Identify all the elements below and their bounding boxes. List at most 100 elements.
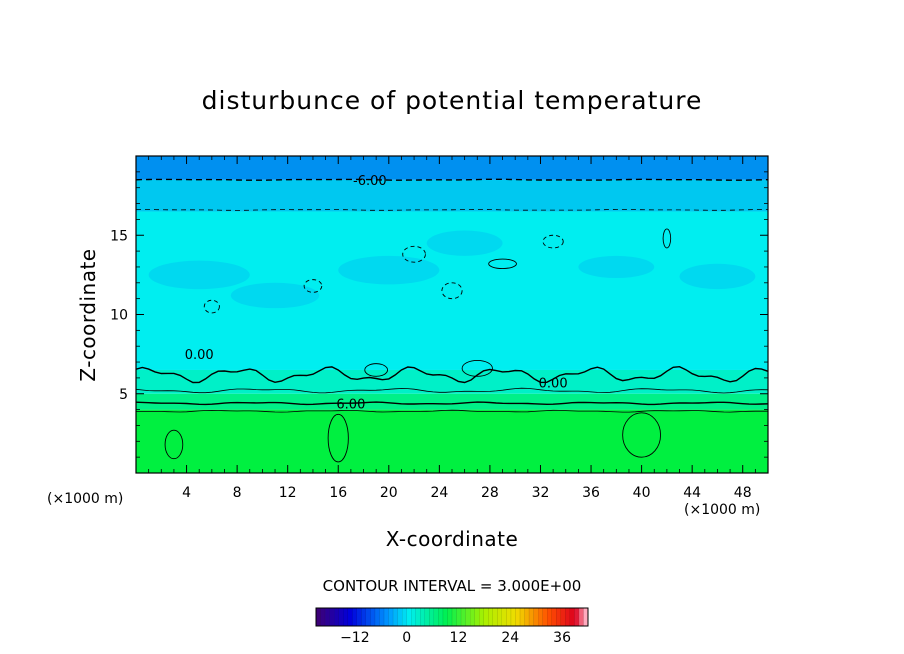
x-tick-label-3: 16: [329, 485, 347, 501]
colorbar-cell: [316, 608, 321, 626]
colorbar-cell: [406, 608, 412, 626]
colorbar-cell: [479, 608, 485, 626]
x-tick-label-4: 20: [380, 485, 398, 501]
colorbar-cell: [347, 608, 353, 626]
colorbar-cell: [533, 608, 539, 626]
colorbar-cell: [506, 608, 512, 626]
cold-patch-1: [230, 282, 320, 309]
contour-band-5: [136, 156, 768, 180]
colorbar-cell: [497, 608, 503, 626]
x-unit-label-left: (×1000 m): [47, 491, 124, 507]
colorbar-cell: [488, 608, 494, 626]
colorbar: −12 0 12 24 36: [315, 607, 589, 646]
colorbar-cell: [388, 608, 394, 626]
colorbar-cell: [520, 608, 525, 626]
colorbar-cell: [556, 608, 562, 626]
cold-patch-4: [578, 255, 655, 279]
contour-plus9: [136, 409, 768, 413]
colorbar-cell: [438, 608, 444, 626]
chart-title: disturbunce of potential temperature: [201, 86, 703, 115]
contour-label-1: 0.00: [185, 348, 214, 363]
colorbar-cell: [343, 608, 349, 626]
colorbar-cell: [415, 608, 421, 626]
contour-loop-2: [402, 245, 426, 263]
y-tick-label-2: 15: [110, 228, 128, 244]
colorbar-cell: [393, 608, 398, 626]
colorbar-cell: [574, 608, 580, 626]
x-tick-label-9: 40: [633, 485, 651, 501]
y-tick-label-1: 10: [110, 308, 128, 324]
colorbar-cell: [370, 608, 376, 626]
plot-area: [136, 156, 768, 473]
colorbar-cell: [524, 608, 530, 626]
colorbar-cell: [542, 608, 548, 626]
contour-minus3: [136, 208, 768, 211]
contour-loop-8: [461, 360, 493, 377]
contour-zero: [136, 365, 768, 384]
colorbar-cell: [411, 608, 417, 626]
colorbar-tick-label-2: 12: [450, 630, 468, 646]
colorbar-cell: [379, 608, 385, 626]
contour-interval-label: CONTOUR INTERVAL = 3.000E+00: [322, 577, 582, 595]
y-axis: 5 10 15: [110, 171, 768, 458]
colorbar-tick-label-1: 0: [402, 630, 411, 646]
colorbar-cell: [356, 608, 362, 626]
colorbar-cell: [429, 608, 435, 626]
colorbar-cell: [420, 608, 426, 626]
colorbar-cell: [447, 608, 453, 626]
contour-label-2: 0.00: [539, 377, 568, 392]
colorbar-cell: [452, 608, 457, 626]
colorbar-cell: [442, 608, 448, 626]
colorbar-cell: [483, 608, 489, 626]
contour-loop-0: [203, 299, 220, 314]
contour-band-0: [136, 409, 768, 473]
x-tick-label-6: 28: [481, 485, 499, 501]
colorbar-cell: [470, 608, 475, 626]
colorbar-cell: [538, 608, 543, 626]
x-tick-label-8: 36: [582, 485, 600, 501]
colorbar-frame: [315, 607, 589, 627]
x-unit-label-right: (×1000 m): [684, 502, 761, 518]
cold-patch-3: [426, 230, 503, 256]
colorbar-tick-label-3: 24: [501, 630, 519, 646]
contour-loop-3: [488, 258, 517, 269]
contour-loop-1: [303, 279, 323, 293]
contour-plus6: [136, 401, 768, 406]
contour-loop-9: [164, 429, 184, 460]
contour-loop-6: [441, 282, 463, 300]
colorbar-cell: [551, 608, 557, 626]
contour-loop-4: [542, 234, 564, 249]
colorbar-cell: [510, 608, 516, 626]
contour-loop-7: [364, 363, 388, 377]
colorbar-cell: [565, 608, 571, 626]
colorbar-cell: [402, 608, 407, 626]
colorbar-cell: [352, 608, 358, 626]
colorbar-cell: [329, 608, 335, 626]
contour-labels: -6.00 0.00 0.00 6.00: [185, 174, 568, 412]
colorbar-cell: [338, 608, 344, 626]
y-axis-label: Z-coordinate: [76, 248, 100, 382]
colorbar-cell: [361, 608, 367, 626]
colorbar-cell: [474, 608, 480, 626]
contour-band-1: [136, 393, 768, 410]
colorbar-cell: [384, 608, 389, 626]
colorbar-cell: [583, 608, 589, 626]
x-tick-label-5: 24: [430, 485, 448, 501]
colorbar-cell: [374, 608, 380, 626]
cold-patch-2: [338, 255, 440, 285]
y-tick-label-0: 5: [119, 387, 128, 403]
colorbar-cell: [456, 608, 462, 626]
colorbar-cell: [325, 608, 330, 626]
colorbar-cell: [365, 608, 371, 626]
colorbar-cell: [492, 608, 498, 626]
contour-plus3: [136, 387, 768, 394]
contour-loop-11: [622, 412, 662, 458]
x-axis-label: X-coordinate: [385, 527, 519, 551]
colorbar-cell: [569, 608, 575, 626]
x-axis: 4 8 12 16 20 24 28 32 36 40 44 48: [148, 156, 756, 501]
x-tick-label-10: 44: [683, 485, 701, 501]
contour-label-0: -6.00: [353, 174, 387, 189]
colorbar-cell: [424, 608, 430, 626]
contour-loop-10: [327, 413, 349, 463]
x-tick-label-2: 12: [279, 485, 297, 501]
